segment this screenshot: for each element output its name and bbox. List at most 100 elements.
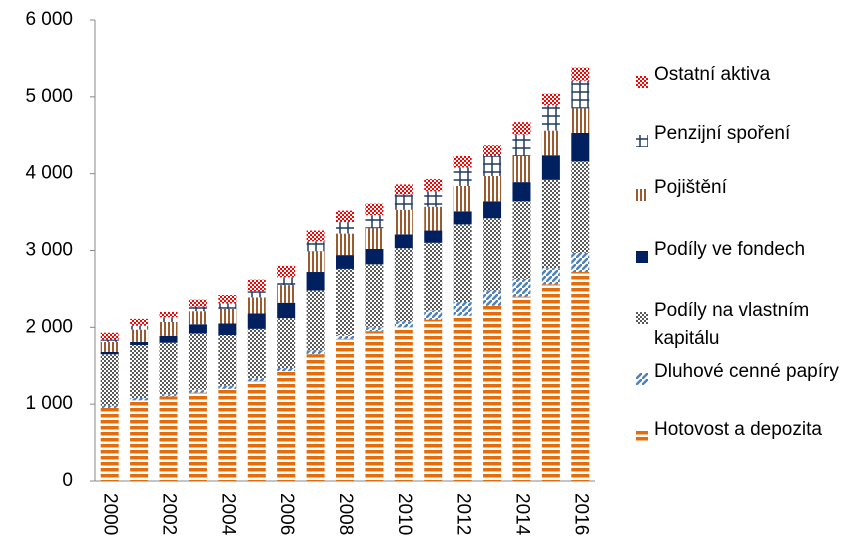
bar-segment [130, 329, 149, 342]
bar-segment [218, 303, 237, 309]
legend-item: Hotovost a depozita [636, 416, 851, 444]
bar-segment [100, 341, 119, 352]
bar-segment [424, 191, 443, 207]
legend-swatch [636, 128, 648, 147]
bar-segment [483, 305, 502, 481]
bar-segment [247, 291, 266, 298]
bar-segment [100, 332, 119, 340]
bar-segment [188, 324, 207, 334]
x-tick-label: 2002 [159, 493, 180, 535]
bar-segment [453, 301, 472, 316]
bar-segment [424, 310, 443, 320]
bar-segment [247, 279, 266, 292]
bar-segment [306, 354, 325, 481]
bar-segment [188, 306, 207, 312]
bar-segment [424, 242, 443, 311]
bar-segment [541, 155, 560, 180]
bar-segment [218, 388, 237, 481]
bar-segment [394, 194, 413, 210]
legend-item: Penzijní spoření [636, 120, 851, 148]
bar-segment [365, 228, 384, 249]
bar-segment [512, 134, 531, 156]
bar-segment [541, 268, 560, 285]
x-tick-label: 2014 [511, 493, 532, 536]
y-tick-label: 5 000 [25, 86, 73, 107]
bar-segment [512, 122, 531, 135]
x-tick-label: 2000 [100, 493, 121, 535]
legend-swatch [636, 305, 648, 324]
bar-segment [571, 67, 590, 81]
bar-segment [277, 318, 296, 369]
bar-segment [512, 278, 531, 297]
bar-segment [306, 251, 325, 273]
legend-label: Pojištění [654, 177, 727, 198]
bar-segment [218, 308, 237, 324]
bar-segment [394, 209, 413, 235]
y-tick-label: 4 000 [25, 163, 73, 184]
legend-swatch [636, 366, 648, 385]
bar-segment [100, 339, 119, 342]
legend-swatch [636, 244, 648, 263]
y-tick-label: 2 000 [25, 316, 73, 337]
bar-segment [541, 93, 560, 106]
bar-segment [365, 331, 384, 481]
bar-segment [100, 405, 119, 409]
bar-segment [159, 394, 178, 397]
bar-segment [453, 211, 472, 225]
x-tick-label: 2016 [570, 493, 591, 535]
bar-segment [277, 302, 296, 319]
x-tick-label: 2010 [394, 493, 415, 535]
bar-segment [571, 80, 590, 109]
bar-segment [394, 184, 413, 195]
bar-segment [336, 338, 354, 481]
bar-segment [336, 335, 354, 339]
bar-segment [483, 290, 502, 306]
bar-segment [277, 265, 296, 278]
legend-label: Ostatní aktiva [654, 64, 771, 85]
bar-segment [336, 233, 354, 256]
bar-segment [100, 351, 119, 355]
x-tick-label: 2004 [217, 493, 238, 536]
bar-segment [218, 323, 237, 336]
legend-swatch [636, 69, 648, 88]
bar-segment [512, 296, 531, 481]
bar-segment [336, 268, 354, 336]
legend-item: Dluhové cenné papíry [636, 358, 851, 386]
bar-segment [336, 255, 354, 269]
bar-segment [100, 354, 119, 406]
bar-segment [541, 105, 560, 131]
bar-segment [100, 408, 119, 481]
bar-segment [159, 335, 178, 343]
x-tick-label: 2008 [335, 493, 356, 535]
bar-segment [483, 218, 502, 291]
x-tick-label: 2006 [276, 493, 297, 535]
bar-segment [306, 230, 325, 242]
bar-segment [336, 222, 354, 234]
bar-segment [277, 285, 296, 303]
bar-segment [247, 381, 266, 481]
bar-segment [130, 318, 149, 326]
bar-segment [277, 368, 296, 372]
bar-segment [571, 132, 590, 162]
legend-label: Podíly na vlastním kapitálu [654, 300, 810, 349]
bar-segment [247, 328, 266, 379]
legend-label: Dluhové cenné papíry [654, 361, 839, 382]
bar-segment [483, 201, 502, 219]
bar-segment [306, 241, 325, 252]
bar-segment [159, 311, 178, 318]
bar-segment [336, 210, 354, 223]
y-tick-label: 6 000 [25, 9, 73, 30]
legend-swatch [636, 182, 648, 201]
bar-segment [277, 371, 296, 481]
bar-segment [130, 325, 149, 330]
bar-segment [365, 264, 384, 328]
bar-segment [424, 179, 443, 192]
bar-segment [571, 252, 590, 273]
bar-segment [453, 315, 472, 481]
bar-segment [365, 215, 384, 229]
bar-segment [247, 297, 266, 314]
bar-segment [365, 327, 384, 332]
bar-segment [483, 175, 502, 202]
legend-item: Pojištění [636, 174, 851, 202]
